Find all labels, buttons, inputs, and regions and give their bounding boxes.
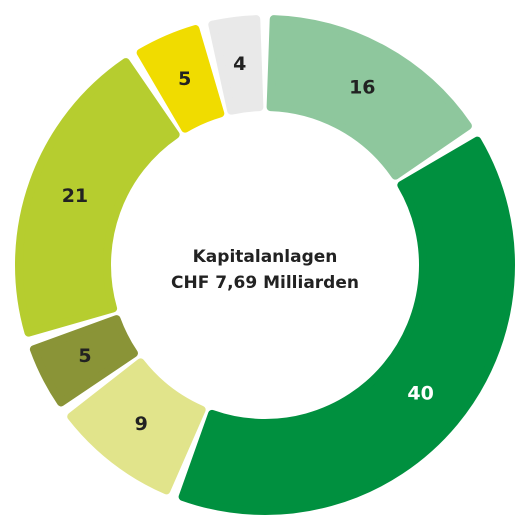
center-subtitle: CHF 7,69 Milliarden xyxy=(171,273,359,293)
donut-segment xyxy=(29,315,138,407)
segment-label: 40 xyxy=(407,382,433,404)
segment-label: 16 xyxy=(349,76,375,98)
segment-label: 9 xyxy=(135,413,148,435)
segment-label: 21 xyxy=(62,185,88,207)
donut-segment xyxy=(266,15,472,180)
donut-segment xyxy=(178,136,515,515)
donut-segment xyxy=(15,58,180,337)
donut-segment xyxy=(67,358,206,495)
donut-segment xyxy=(208,15,264,115)
segment-label: 4 xyxy=(233,53,246,75)
segment-label: 5 xyxy=(78,345,91,367)
donut-segment xyxy=(136,25,225,133)
center-title: Kapitalanlagen xyxy=(193,247,338,267)
segment-label: 5 xyxy=(178,68,191,90)
